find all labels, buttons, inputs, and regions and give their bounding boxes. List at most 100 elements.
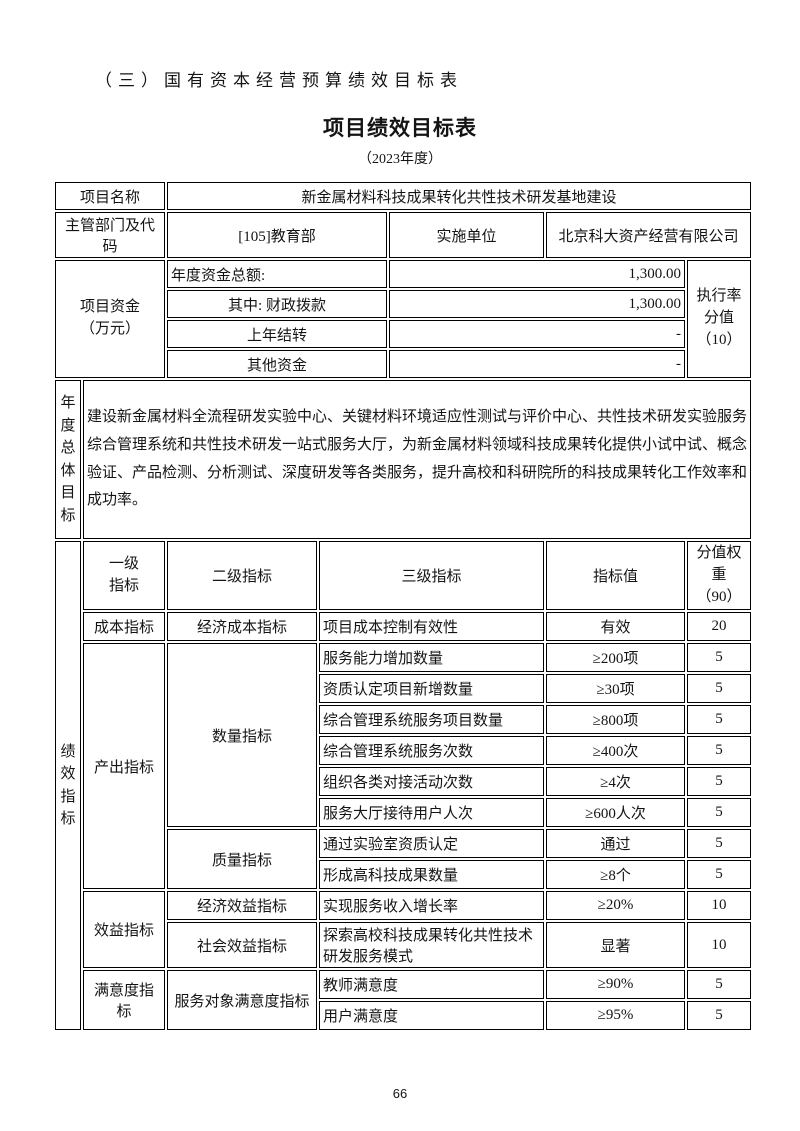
header-level1: 一级 指标 [83, 541, 166, 611]
fund-row-value: - [389, 350, 686, 378]
dept-label: 主管部门及代码 [55, 212, 166, 258]
indicator-level3: 服务大厅接待用户人次 [319, 798, 545, 828]
indicator-value: 有效 [546, 612, 686, 642]
header-weight: 分值权重 （90） [687, 541, 752, 611]
indicator-value: ≥600人次 [546, 798, 686, 828]
header-value: 指标值 [546, 541, 686, 611]
indicator-weight: 5 [687, 705, 752, 735]
indicator-level2: 经济成本指标 [167, 612, 318, 642]
indicator-weight: 5 [687, 643, 752, 673]
indicator-value: ≥30项 [546, 674, 686, 704]
indicator-weight: 5 [687, 767, 752, 797]
indicator-value: 显著 [546, 922, 686, 969]
fund-row: 上年结转 - [55, 320, 751, 348]
annual-goal-row: 年 度 总 体 目 标 建设新金属材料全流程研发实验中心、关键材料环境适应性测试… [55, 380, 752, 539]
indicator-value: ≥4次 [546, 767, 686, 797]
indicator-level3: 综合管理系统服务项目数量 [319, 705, 545, 735]
indicator-weight: 5 [687, 1001, 752, 1031]
fund-row-label: 其中: 财政拨款 [167, 290, 388, 318]
indicator-level1: 产出指标 [83, 643, 166, 890]
indicator-row: 服务大厅接待用户人次 ≥600人次 5 [55, 798, 752, 828]
annual-goal-text: 建设新金属材料全流程研发实验中心、关键材料环境适应性测试与评价中心、共性技术研发… [83, 380, 752, 539]
header-level3: 三级指标 [319, 541, 545, 611]
indicator-level3: 教师满意度 [319, 970, 545, 1000]
page-number: 66 [392, 1086, 408, 1101]
indicator-weight: 5 [687, 860, 752, 890]
fund-row: 其他资金 - [55, 350, 751, 378]
indicator-level2: 数量指标 [167, 643, 318, 828]
indicator-weight: 10 [687, 922, 752, 969]
indicator-level3: 通过实验室资质认定 [319, 829, 545, 859]
page-title: 项目绩效目标表 [323, 117, 477, 140]
department-row: 主管部门及代码 [105]教育部 实施单位 北京科大资产经营有限公司 [55, 212, 752, 258]
indicator-value: ≥200项 [546, 643, 686, 673]
indicator-level2: 社会效益指标 [167, 922, 318, 969]
indicator-level2: 服务对象满意度指标 [167, 970, 318, 1031]
indicator-row: 形成高科技成果数量 ≥8个 5 [55, 860, 752, 890]
indicator-value: ≥20% [546, 891, 686, 921]
impl-unit-value: 北京科大资产经营有限公司 [546, 212, 752, 258]
fund-row-value: 1,300.00 [389, 290, 686, 318]
dept-value: [105]教育部 [167, 212, 388, 258]
indicator-level2: 经济效益指标 [167, 891, 318, 921]
indicator-value: ≥90% [546, 970, 686, 1000]
indicator-weight: 5 [687, 736, 752, 766]
indicator-weight: 5 [687, 829, 752, 859]
indicator-level3: 形成高科技成果数量 [319, 860, 545, 890]
indicator-row: 满意度指标 服务对象满意度指标 教师满意度 ≥90% 5 [55, 970, 752, 1031]
indicator-row: 成本指标 经济成本指标 项目成本控制有效性 有效 20 [55, 612, 752, 642]
indicator-row: 效益指标 经济效益指标 实现服务收入增长率 ≥20% 10 [55, 891, 752, 969]
indicator-weight: 5 [687, 970, 752, 1000]
fund-row: 其中: 财政拨款 1,300.00 [55, 290, 751, 318]
indicator-row: 综合管理系统服务项目数量 ≥800项 5 [55, 705, 752, 735]
fund-row-value: - [389, 320, 686, 348]
fund-row-value: 1,300.00 [389, 260, 686, 288]
project-name-label: 项目名称 [55, 182, 166, 210]
indicator-value: 通过 [546, 829, 686, 859]
indicator-value: ≥8个 [546, 860, 686, 890]
indicator-row: 资质认定项目新增数量 ≥30项 5 [55, 674, 752, 704]
indicator-weight: 5 [687, 798, 752, 828]
indicator-level3: 用户满意度 [319, 1001, 545, 1031]
annual-goal-label: 年 度 总 体 目 标 [55, 380, 81, 539]
execution-rate-score-label: 执行率 分值 （10） [687, 260, 752, 378]
section-heading: （三）国有资本经营预算绩效目标表 [95, 71, 463, 90]
indicator-level3: 实现服务收入增长率 [319, 891, 545, 921]
header-level2: 二级指标 [167, 541, 318, 611]
indicator-level1: 成本指标 [83, 612, 166, 642]
performance-target-table: 项目名称 新金属材料科技成果转化共性技术研发基地建设 主管部门及代码 [105]… [53, 180, 754, 1033]
fund-row-label: 上年结转 [167, 320, 388, 348]
indicator-value: ≥800项 [546, 705, 686, 735]
project-name-value: 新金属材料科技成果转化共性技术研发基地建设 [167, 182, 752, 210]
indicators-header-row: 绩 效 指 标 一级 指标 二级指标 三级指标 指标值 分值权重 （90） [55, 541, 752, 1031]
indicator-level1: 效益指标 [83, 891, 166, 969]
indicator-level3: 项目成本控制有效性 [319, 612, 545, 642]
indicator-level3: 组织各类对接活动次数 [319, 767, 545, 797]
project-name-row: 项目名称 新金属材料科技成果转化共性技术研发基地建设 [55, 182, 752, 210]
impl-unit-label: 实施单位 [389, 212, 545, 258]
indicator-row: 产出指标 数量指标 服务能力增加数量 ≥200项 5 [55, 643, 752, 890]
indicator-weight: 20 [687, 612, 752, 642]
indicator-level1: 满意度指标 [83, 970, 166, 1031]
indicator-level2: 质量指标 [167, 829, 318, 890]
indicators-side-label: 绩 效 指 标 [55, 541, 81, 1031]
fund-row-label: 其他资金 [167, 350, 388, 378]
indicator-row: 综合管理系统服务次数 ≥400次 5 [55, 736, 752, 766]
indicator-weight: 10 [687, 891, 752, 921]
indicator-row: 用户满意度 ≥95% 5 [55, 1001, 752, 1031]
indicator-value: ≥95% [546, 1001, 686, 1031]
indicator-level3: 探索高校科技成果转化共性技术研发服务模式 [319, 922, 545, 969]
indicator-row: 社会效益指标 探索高校科技成果转化共性技术研发服务模式 显著 10 [55, 922, 752, 969]
indicator-value: ≥400次 [546, 736, 686, 766]
page-subtitle: （2023年度） [358, 152, 442, 167]
indicator-level3: 资质认定项目新增数量 [319, 674, 545, 704]
indicator-level3: 服务能力增加数量 [319, 643, 545, 673]
fund-row-label: 年度资金总额: [167, 260, 388, 288]
funds-label: 项目资金 （万元） [55, 260, 166, 378]
indicator-weight: 5 [687, 674, 752, 704]
indicator-row: 质量指标 通过实验室资质认定 通过 5 [55, 829, 752, 890]
indicator-level3: 综合管理系统服务次数 [319, 736, 545, 766]
fund-row: 项目资金 （万元） 年度资金总额: 1,300.00 执行率 分值 （10） [55, 260, 752, 378]
indicator-row: 组织各类对接活动次数 ≥4次 5 [55, 767, 752, 797]
